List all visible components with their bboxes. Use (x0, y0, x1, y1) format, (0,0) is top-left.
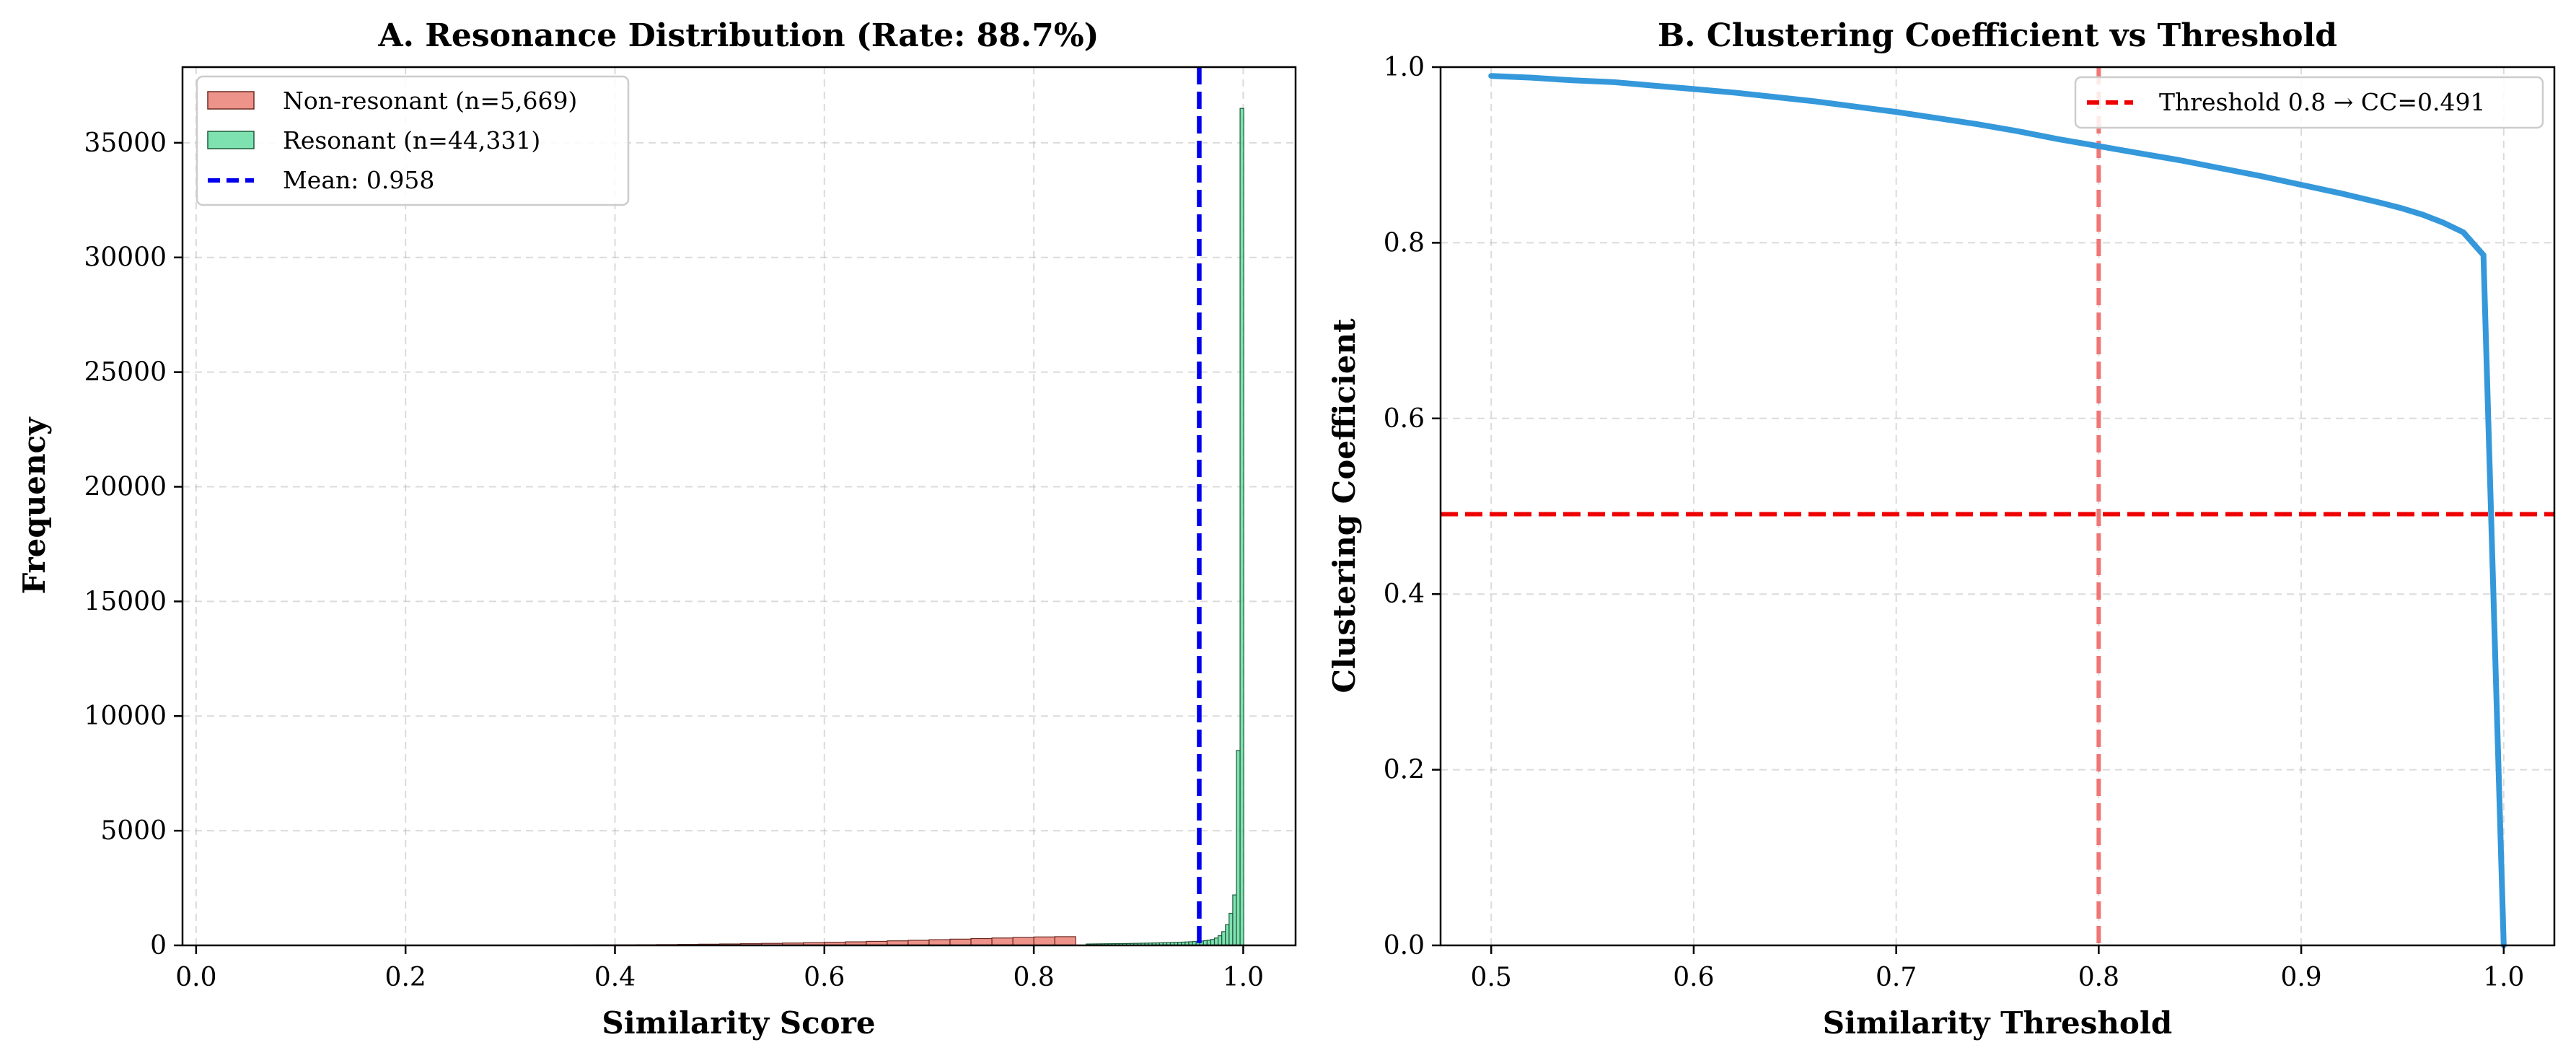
resonant-bars (1086, 108, 1244, 946)
x-tick-label: 0.6 (804, 963, 845, 992)
x-tick-label: 0.2 (385, 963, 426, 992)
line-chart-axes-frame (1439, 66, 2556, 947)
histogram-gridlines (183, 67, 1296, 946)
y-tick-label: 25000 (84, 358, 167, 388)
histogram-legend-box (195, 75, 630, 206)
legend-label-non-resonant: Non-resonant (n=5,669) (283, 87, 577, 115)
line-chart-y-axis-label: Clustering Coefficient (1327, 318, 1362, 694)
x-tick-label: 0.6 (1673, 963, 1714, 992)
resonant-bar (1221, 931, 1226, 946)
line-chart-gridlines (1441, 66, 2554, 946)
resonant-bar (1228, 912, 1234, 946)
resonant-bar (1232, 894, 1237, 946)
line-chart-panel: 0.5 0.6 0.7 0.8 0.9 1.0 0.0 0.2 0.4 0.6 0.8 1.0 B.… (1327, 17, 2556, 1041)
resonant-bar (1225, 924, 1230, 946)
line-chart-title: B. Clustering Coefficient vs Threshold (1658, 17, 2337, 54)
legend-label-mean: Mean: 0.958 (283, 166, 434, 194)
non-resonant-bar (970, 937, 993, 946)
x-tick-label: 1.0 (2483, 963, 2524, 992)
histogram-legend: Non-resonant (n=5,669) Resonant (n=44,33… (195, 75, 630, 206)
y-tick-label: 15000 (84, 587, 167, 616)
resonant-bar (1236, 750, 1241, 946)
line-chart-x-ticks: 0.5 0.6 0.7 0.8 0.9 1.0 (1471, 945, 2524, 992)
histogram-y-axis-label: Frequency (17, 416, 52, 595)
y-tick-label: 20000 (84, 472, 167, 502)
resonant-bar (1239, 108, 1244, 946)
y-tick-label: 0.4 (1384, 579, 1425, 609)
clustering-coefficient-curve (1488, 73, 2507, 948)
y-tick-label: 0.2 (1384, 756, 1425, 785)
x-tick-label: 1.0 (1223, 963, 1264, 992)
non-resonant-bar (991, 937, 1014, 946)
histogram-x-axis-label: Similarity Score (602, 1005, 875, 1041)
non-resonant-bar (1033, 936, 1055, 946)
legend-label-threshold: Threshold 0.8 → CC=0.491 (2159, 88, 2486, 116)
y-tick-label: 35000 (84, 128, 167, 158)
non-resonant-bar (949, 938, 972, 946)
non-resonant-bar (1012, 937, 1034, 946)
histogram-title: A. Resonance Distribution (Rate: 88.7%) (378, 17, 1099, 54)
y-tick-label: 1.0 (1384, 53, 1425, 82)
resonant-bar (1217, 935, 1223, 946)
y-tick-label: 0.8 (1384, 228, 1425, 258)
y-tick-label: 0 (150, 931, 167, 961)
x-tick-label: 0.8 (2078, 963, 2119, 992)
legend-swatch-non-resonant (207, 91, 255, 110)
histogram-x-ticks: 0.0 0.2 0.4 0.6 0.8 1.0 (175, 945, 1264, 992)
x-tick-label: 0.4 (594, 963, 636, 992)
line-chart-y-ticks: 0.0 0.2 0.4 0.6 0.8 1.0 (1384, 53, 1441, 961)
histogram-y-ticks: 0 5000 10000 15000 20000 25000 30000 35000 (84, 128, 183, 961)
x-tick-label: 0.5 (1471, 963, 1512, 992)
resonant-bar (1213, 937, 1219, 946)
histogram-axes-frame (181, 66, 1297, 947)
non-resonant-bars (363, 936, 1076, 946)
y-tick-label: 5000 (100, 816, 167, 846)
line-chart-x-axis-label: Similarity Threshold (1823, 1005, 2173, 1041)
legend-swatch-resonant (207, 131, 255, 149)
x-tick-label: 0.8 (1013, 963, 1054, 992)
y-tick-label: 10000 (84, 701, 167, 731)
non-resonant-bar (1054, 936, 1076, 946)
legend-label-resonant: Resonant (n=44,331) (283, 126, 540, 154)
histogram-panel: 0.0 0.2 0.4 0.6 0.8 1.0 0 5000 10000 15000 20000 2… (17, 17, 1297, 1041)
line-chart-legend: Threshold 0.8 → CC=0.491 (2074, 76, 2544, 129)
x-tick-label: 0.7 (1876, 963, 1917, 992)
x-tick-label: 0.0 (175, 963, 216, 992)
y-tick-label: 30000 (84, 243, 167, 273)
y-tick-label: 0.0 (1384, 931, 1425, 961)
x-tick-label: 0.9 (2280, 963, 2321, 992)
y-tick-label: 0.6 (1384, 404, 1425, 434)
line-chart-legend-box (2074, 76, 2544, 129)
